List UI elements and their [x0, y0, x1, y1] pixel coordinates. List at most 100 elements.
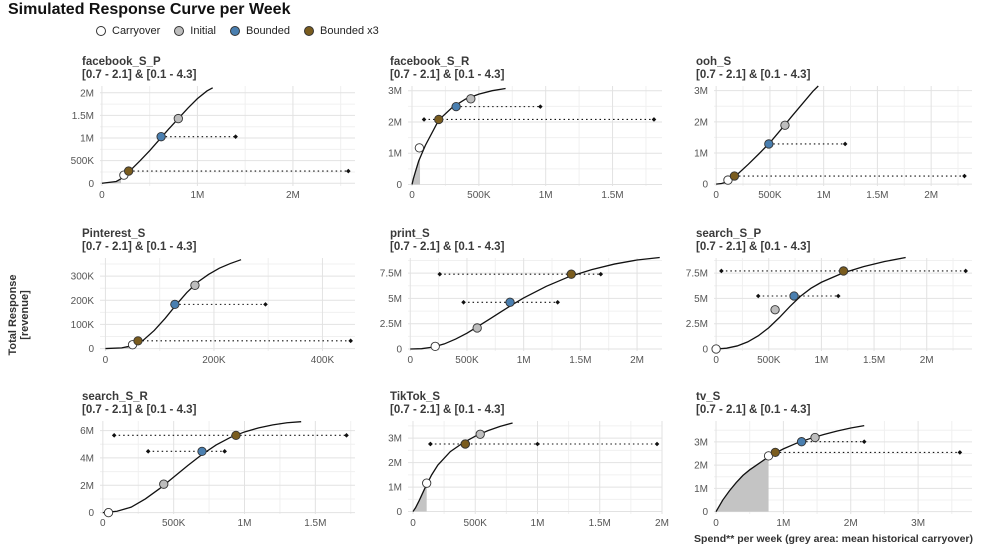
x-tick-label: 1M — [238, 518, 252, 529]
point-carryover — [711, 344, 721, 354]
x-tick-label: 1.5M — [866, 190, 888, 201]
range-endpoint — [651, 117, 657, 122]
x-tick-label: 0 — [409, 190, 415, 201]
y-tick-label: 2M — [80, 88, 94, 99]
legend-marker-bounded — [229, 26, 240, 36]
range-endpoint — [233, 134, 238, 139]
panel-subtitle: [0.7 - 2.1] & [0.1 - 4.3] — [696, 241, 811, 253]
panel-facebook_S_P: 0 1M 2M 0 500K 1M 1.5M 2M — [71, 86, 355, 201]
x-tick-label: 1.5M — [304, 518, 326, 529]
point-bounded — [451, 101, 461, 112]
x-tick-label: 1M — [814, 355, 828, 366]
range-endpoint — [755, 293, 761, 299]
legend-item-initial: Initial — [174, 25, 216, 37]
y-tick-label: 300K — [71, 272, 95, 283]
x-tick-label: 3M — [911, 518, 925, 529]
panel-title: search_S_P [0.7 - 2.1] & [0.1 - 4.3] — [696, 228, 810, 254]
y-tick-label: 2.5M — [380, 319, 402, 330]
point-bounded-x3 — [124, 166, 134, 176]
x-tick-label: 0 — [100, 518, 106, 529]
panel-name: facebook_S_R — [390, 56, 470, 68]
panel-name: search_S_P — [696, 228, 762, 240]
response-curve — [410, 256, 660, 350]
legend-item-bounded-x3: Bounded x3 — [304, 25, 379, 37]
panel-title: facebook_S_P [0.7 - 2.1] & [0.1 - 4.3] — [82, 56, 196, 82]
panel-title: print_S [0.7 - 2.1] & [0.1 - 4.3] — [390, 228, 504, 254]
legend-label: Initial — [190, 25, 216, 37]
point-initial — [472, 323, 482, 333]
range-endpoint — [263, 302, 268, 307]
y-tick-label: 3M — [694, 86, 708, 97]
y-tick-label: 1M — [80, 134, 94, 145]
x-axis-label: Spend** per week (grey area: mean histor… — [694, 533, 973, 545]
y-tick-label: 4M — [80, 453, 94, 464]
panel-print_S: 0 500K 1M 1.5M 2M 0 2.5M 5M 7.5M — [380, 256, 662, 366]
carryover-area — [412, 484, 427, 512]
panel-title: Pinterest_S [0.7 - 2.1] & [0.1 - 4.3] — [82, 228, 196, 254]
point-carryover — [414, 143, 425, 153]
point-initial — [780, 120, 790, 130]
point-bounded-x3 — [838, 266, 849, 276]
point-bounded-x3 — [770, 447, 780, 458]
point-bounded — [789, 291, 799, 301]
x-tick-label: 1.5M — [569, 355, 591, 366]
x-tick-label: 500K — [455, 355, 479, 366]
range-endpoint — [861, 439, 867, 444]
panel-title: TikTok_S [0.7 - 2.1] & [0.1 - 4.3] — [390, 391, 504, 417]
response-curve — [412, 422, 513, 512]
y-tick-label: 0 — [396, 180, 402, 191]
panel-subtitle: [0.7 - 2.1] & [0.1 - 4.3] — [82, 69, 197, 81]
y-tick-label: 100K — [71, 320, 95, 331]
panel-name: facebook_S_P — [82, 56, 161, 68]
range-endpoint — [145, 449, 151, 454]
point-bounded — [505, 297, 515, 307]
point-bounded-x3 — [434, 114, 444, 125]
x-tick-label: 2M — [920, 355, 934, 366]
range-endpoint — [538, 104, 543, 109]
point-bounded — [170, 299, 180, 310]
y-tick-label: 1M — [388, 149, 402, 160]
y-tick-label: 7.5M — [380, 269, 402, 280]
x-tick-label: 2M — [924, 190, 938, 201]
range-endpoint — [428, 441, 433, 447]
y-tick-label: 5M — [694, 294, 708, 305]
range-endpoint — [842, 141, 848, 147]
response-curve — [716, 85, 819, 185]
legend-marker-carryover — [96, 26, 106, 36]
range-endpoint — [461, 299, 466, 305]
panel-title: tv_S [0.7 - 2.1] & [0.1 - 4.3] — [696, 391, 810, 417]
x-tick-label: 1M — [776, 518, 790, 529]
point-carryover — [103, 507, 114, 518]
y-tick-label: 3M — [388, 434, 402, 445]
range-endpoint — [654, 441, 660, 447]
point-bounded — [156, 132, 166, 142]
panel-search_S_R: 0 500K 1M 1.5M 0 2M 4M 6M — [80, 421, 355, 529]
range-endpoint — [835, 293, 841, 299]
x-tick-label: 1M — [531, 518, 545, 529]
panel-title: ooh_S [0.7 - 2.1] & [0.1 - 4.3] — [696, 56, 810, 82]
x-tick-label: 2M — [286, 190, 300, 201]
x-tick-label: 0 — [713, 518, 719, 529]
y-tick-label: 200K — [71, 296, 95, 307]
y-tick-label: 5M — [388, 294, 402, 305]
panel-facebook_S_R: 0 500K 1M 1.5M 0 1M 2M 3M — [388, 86, 662, 201]
range-endpoint — [962, 173, 967, 179]
legend-item-carryover: Carryover — [96, 25, 160, 37]
panel-Pinterest_S: 0 200K 400K 0 100K 200K 300K — [71, 258, 355, 366]
x-tick-label: 400K — [311, 355, 335, 366]
range-endpoint — [346, 168, 351, 174]
range-endpoint — [222, 449, 227, 454]
panel-subtitle: [0.7 - 2.1] & [0.1 - 4.3] — [696, 69, 811, 81]
y-tick-label: 0 — [396, 344, 402, 355]
x-tick-label: 1M — [539, 190, 553, 201]
point-bounded — [764, 139, 774, 149]
range-endpoint — [437, 271, 443, 277]
x-tick-label: 0 — [410, 518, 416, 529]
x-tick-label: 200K — [202, 355, 226, 366]
x-tick-label: 2M — [630, 355, 644, 366]
y-tick-label: 0 — [88, 508, 94, 519]
range-endpoint — [719, 268, 724, 274]
y-tick-label: 3M — [694, 437, 708, 448]
carryover-area — [716, 181, 727, 185]
x-tick-label: 1.5M — [863, 355, 885, 366]
